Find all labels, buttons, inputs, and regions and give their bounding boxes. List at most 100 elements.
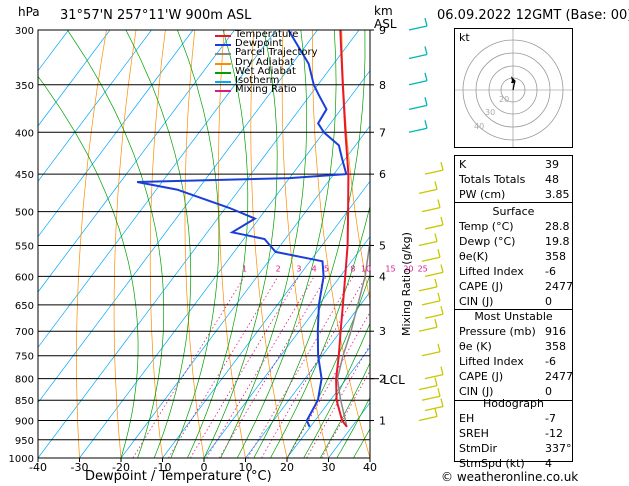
wind-barb-flag [434, 377, 438, 386]
wind-barb-flag [440, 264, 444, 273]
wind-barb [418, 188, 438, 194]
index-row: PW (cm) 3.85 [455, 188, 572, 203]
legend-swatch [215, 62, 231, 65]
legend-label: Parcel Trajectory [235, 47, 318, 59]
pressure-tick-label: 350 [15, 81, 34, 92]
mixing-ratio-line [261, 276, 367, 458]
km-tick-label: 9 [379, 24, 386, 37]
hodograph-plot: 20 30 40 [455, 29, 572, 147]
surface-row: CAPE (J) 2477 [455, 280, 573, 295]
mixing-ratio-line [287, 311, 370, 458]
hodograph-key: StmDir [459, 442, 498, 455]
pressure-tick-label: 900 [15, 417, 34, 428]
surface-key: Temp (°C) [459, 220, 514, 233]
isotherm-line [38, 30, 235, 293]
wind-barb-flag [434, 278, 438, 288]
wind-barb [424, 405, 444, 412]
mixing-ratio-axis-label: Mixing Ratio (g/kg) [400, 232, 413, 336]
surface-key: CAPE (J) [459, 280, 504, 293]
wind-barb-flag [424, 97, 428, 106]
surface-value: 0 [545, 295, 552, 308]
hpa-label: hPa [18, 5, 40, 19]
legend-item: Dry Adiabat [215, 56, 355, 68]
most-unstable-value: 2477 [545, 370, 573, 383]
lcl-label: LCL [383, 373, 405, 387]
mixing-ratio-line [168, 276, 279, 458]
index-row: K 39 [455, 158, 572, 173]
wind-barb-flag [434, 233, 438, 242]
wind-barb [418, 326, 438, 332]
legend-item: Dewpoint [215, 38, 355, 49]
wind-barb [421, 300, 441, 306]
most-unstable-row: Pressure (mb) 916 [455, 325, 572, 340]
isotherm-line [286, 346, 370, 458]
most-unstable-key: CIN (J) [459, 385, 494, 398]
x-tick-label: -30 [71, 461, 89, 474]
x-tick-label: -10 [154, 461, 172, 474]
index-row: Totals Totals 48 [455, 173, 572, 188]
pressure-tick-label: 600 [15, 272, 34, 283]
wind-barb [421, 351, 441, 357]
km-tick-label: 3 [379, 325, 386, 338]
legend-label: Dry Adiabat [235, 56, 295, 68]
surface-key: CIN (J) [459, 295, 494, 308]
isotherm-line [120, 125, 370, 458]
legend-label: Temperature [235, 29, 299, 40]
wind-barb-flag [424, 46, 428, 55]
pressure-tick-label: 500 [15, 208, 34, 219]
most-unstable-title: Most Unstable [474, 310, 553, 323]
dry-adiabat-line [76, 30, 107, 458]
km-tick-label: 5 [379, 239, 386, 252]
km-tick-label: 4 [379, 270, 386, 283]
dewpoint-line [136, 30, 348, 428]
wind-barb-flag [437, 249, 441, 258]
legend-swatch [215, 71, 231, 74]
pressure-tick-label: 450 [15, 170, 34, 181]
km-tick-label: 1 [379, 415, 386, 428]
wind-barb [408, 104, 428, 110]
hodograph-ring-label: 30 [485, 108, 495, 117]
hodograph-panel: 20 30 40 kt [454, 28, 573, 148]
mixing-ratio-line [247, 276, 354, 458]
legend-item: Isotherm [215, 75, 355, 86]
most-unstable-row: Lifted Index -6 [455, 355, 572, 370]
x-tick-label: -40 [29, 461, 47, 474]
index-key: K [459, 158, 467, 171]
wind-barb-flag [440, 306, 444, 315]
location-title: 31°57'N 257°11'W 900m ASL [60, 8, 252, 23]
most-unstable-value: 358 [545, 340, 566, 353]
wind-barb [418, 240, 438, 247]
hodograph-key: EH [459, 412, 475, 425]
hodograph-ring-label: 20 [499, 95, 509, 104]
mixing-ratio-line [321, 369, 370, 458]
most-unstable-value: 916 [545, 325, 566, 338]
mixing-ratio-label: 20 [403, 264, 413, 273]
wind-barb-flag [440, 398, 444, 407]
profile-lines [136, 30, 370, 428]
wind-barb [424, 224, 444, 230]
x-tick-label: 10 [239, 461, 253, 474]
wind-barb [424, 271, 444, 278]
mixing-ratio-label: 8 [350, 264, 355, 273]
hodograph-row: EH -7 [455, 412, 572, 427]
surface-value: 2477 [545, 280, 573, 293]
wind-barb-flag [434, 319, 438, 328]
wind-barb [418, 415, 438, 422]
surface-value: 19.8 [545, 235, 570, 248]
surface-value: -6 [545, 265, 556, 278]
most-unstable-key: Lifted Index [459, 355, 524, 368]
pressure-tick-label: 300 [15, 26, 34, 37]
pressure-tick-label: 400 [15, 128, 34, 139]
legend-item: Parcel Trajectory [215, 47, 355, 59]
mixing-ratio-line [306, 343, 370, 458]
pressure-tick-label: 750 [15, 352, 34, 363]
pressure-tick-label: 700 [15, 327, 34, 338]
most-unstable-key: θe (K) [459, 340, 492, 353]
wet-adiabat-line [303, 322, 370, 458]
surface-key: θe(K) [459, 250, 489, 263]
storm-motion-arrow-icon [511, 78, 515, 83]
index-value: 48 [545, 173, 559, 186]
wind-barb-flag [437, 199, 441, 208]
km-tick-label: 2 [379, 373, 386, 386]
mixing-ratio-line [219, 276, 327, 458]
